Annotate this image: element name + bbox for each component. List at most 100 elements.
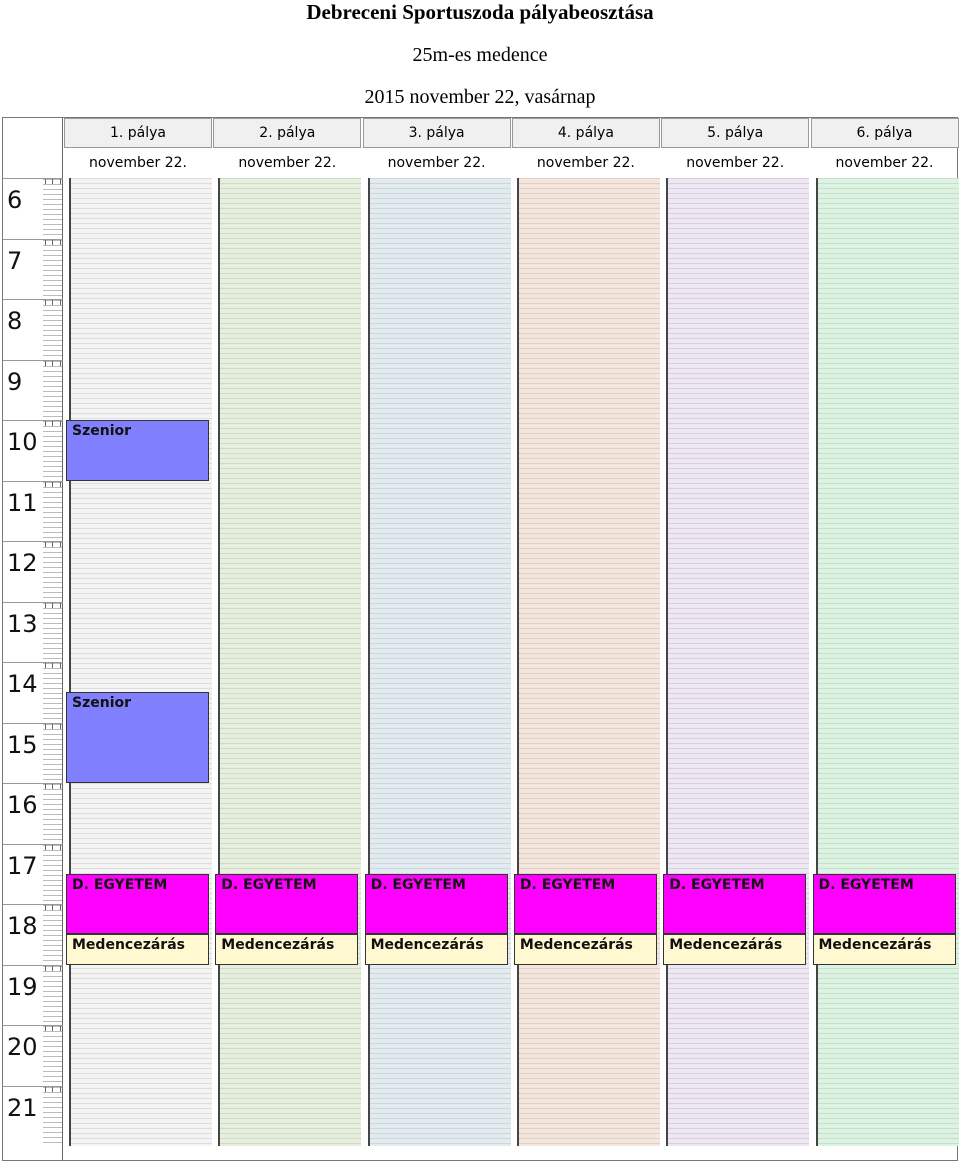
hour-marker [45,1086,61,1092]
hour-marker [45,179,61,184]
hour-marker [45,239,61,245]
minute-ticks [43,239,62,300]
schedule-date: 2015 november 22, vasárnap [364,86,596,108]
hour-marker [45,784,61,789]
hour-row-7: 7 [3,238,63,300]
hour-marker [45,905,61,910]
hour-marker [45,723,61,729]
event-d-egyetem-lane-4[interactable]: D. EGYETEM [513,873,657,935]
pool-subtitle: 25m-es medence [412,44,548,66]
minute-ticks [43,965,62,1026]
lane-column-3[interactable] [367,178,511,1146]
hour-row-13: 13 [3,601,63,663]
minute-ticks [43,723,62,784]
hour-row-20: 20 [3,1025,63,1086]
hour-row-21: 21 [3,1085,63,1147]
hour-marker [45,844,61,850]
hour-label: 10 [7,428,38,456]
minute-ticks [43,179,62,239]
hour-label: 14 [7,670,38,698]
hour-label: 18 [7,912,38,940]
lane-date-4: november 22. [536,155,635,171]
hour-marker [45,360,61,366]
hour-label: 11 [7,488,38,517]
minute-ticks [43,542,62,602]
schedule-grid: 6 7 8 9 10 11 12 13 14 15 16 17 18 19 20 21 1. pálya nov… [2,117,959,1161]
hour-marker [45,602,61,608]
hour-label: 19 [7,972,38,1001]
hour-label: 16 [7,791,38,819]
minute-ticks [43,421,62,481]
event-d-egyetem-lane-6[interactable]: D. EGYETEM [812,873,956,935]
event-d-egyetem-lane-1[interactable]: D. EGYETEM [66,873,209,935]
hour-label: 12 [7,549,38,577]
hour-row-8: 8 [3,299,63,360]
event-szenior-lane-1[interactable]: Szenior [66,692,209,783]
time-column: 6 7 8 9 10 11 12 13 14 15 16 17 18 19 20 21 [3,118,63,1160]
hour-label: 13 [7,609,38,638]
minute-ticks [43,784,62,844]
lane-header-3: 3. pálya [362,118,511,148]
lane-header-4: 4. pálya [511,118,660,148]
lane-header-2: 2. pálya [213,118,362,148]
event-d-egyetem-lane-3[interactable]: D. EGYETEM [364,873,508,935]
lane-column-1[interactable] [69,178,212,1146]
minute-ticks [43,1086,62,1147]
hour-row-12: 12 [3,541,63,602]
hour-row-9: 9 [3,359,63,421]
lane-column-6[interactable] [815,178,959,1146]
hour-row-10: 10 [3,420,63,481]
lane-column-5[interactable] [666,178,810,1146]
event-medencez-r-s-lane-3[interactable]: Medencezárás [364,934,508,965]
hour-label: 20 [7,1033,38,1061]
hour-label: 7 [7,246,23,275]
event-szenior-lane-1[interactable]: Szenior [66,420,209,481]
lane-date-6: november 22. [835,155,934,171]
event-medencez-r-s-lane-5[interactable]: Medencezárás [663,934,807,965]
minute-ticks [43,905,62,965]
hour-row-6: 6 [3,178,63,239]
minute-ticks [43,481,62,542]
event-d-egyetem-lane-2[interactable]: D. EGYETEM [215,873,359,935]
event-medencez-r-s-lane-6[interactable]: Medencezárás [812,934,956,965]
minute-ticks [43,360,62,421]
hour-marker [45,965,61,971]
lane-date-5: november 22. [686,155,785,171]
event-medencez-r-s-lane-2[interactable]: Medencezárás [215,934,359,965]
minute-ticks [43,602,62,663]
minute-ticks [43,663,62,723]
hour-marker [45,481,61,487]
hour-marker [45,300,61,305]
hour-row-19: 19 [3,964,63,1026]
minute-ticks [43,300,62,360]
hour-row-15: 15 [3,722,63,784]
hour-row-16: 16 [3,783,63,844]
minute-ticks [43,844,62,905]
lane-date-3: november 22. [387,155,486,171]
hour-label: 21 [7,1093,38,1122]
hour-row-18: 18 [3,904,63,965]
lane-date-2: november 22. [238,155,337,171]
lane-header-5: 5. pálya [661,118,810,148]
lane-header-1: 1. pálya [64,118,212,148]
hour-label: 9 [7,367,23,396]
event-d-egyetem-lane-5[interactable]: D. EGYETEM [663,873,807,935]
minute-ticks [43,1026,62,1086]
hour-label: 15 [7,730,38,759]
hour-row-14: 14 [3,662,63,723]
hour-marker [45,1026,61,1031]
hour-marker [45,663,61,668]
hour-row-17: 17 [3,843,63,905]
lane-column-4[interactable] [516,178,660,1146]
lane-date-1: november 22. [89,155,187,171]
page-title: Debreceni Sportuszoda pályabeosztása [306,0,654,24]
event-medencez-r-s-lane-4[interactable]: Medencezárás [513,934,657,965]
hour-marker [45,542,61,547]
hour-label: 6 [7,186,23,214]
event-medencez-r-s-lane-1[interactable]: Medencezárás [66,934,209,965]
hour-label: 8 [7,307,23,335]
lane-column-2[interactable] [218,178,362,1146]
lane-header-6: 6. pálya [810,118,959,148]
hour-marker [45,421,61,426]
hour-row-11: 11 [3,480,63,542]
